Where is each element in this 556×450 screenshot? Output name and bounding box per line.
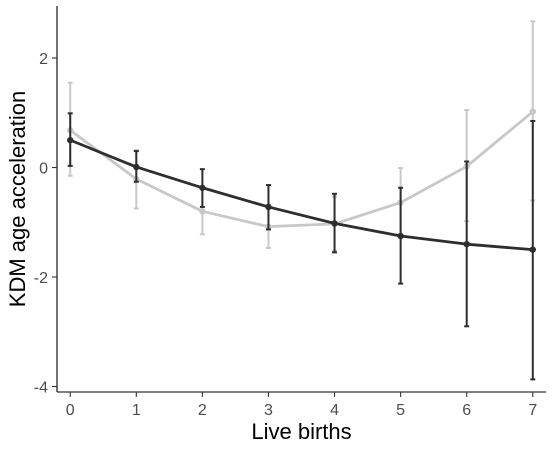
x-tick-label: 7 (528, 402, 537, 419)
x-tick-label: 6 (462, 402, 471, 419)
data-point (397, 232, 404, 240)
series-line (68, 110, 535, 229)
data-point (67, 136, 74, 144)
data-point (529, 246, 536, 253)
x-tick-label: 1 (132, 402, 141, 419)
axes-layer (56, 6, 546, 393)
x-tick-label: 2 (198, 402, 207, 419)
x-tick-label: 4 (330, 402, 339, 419)
series-line (68, 138, 535, 252)
data-point (199, 208, 206, 215)
y-axis-title: KDM age acceleration (5, 91, 30, 307)
y-tick-label: 2 (39, 51, 48, 68)
ticks-layer: 0 1 2 3 4 5 6 7 -4 -2 0 2 (34, 51, 538, 419)
series-layer (67, 20, 536, 381)
data-point (463, 240, 470, 248)
series-1 (67, 112, 536, 381)
data-point (199, 184, 206, 191)
x-tick-label: 3 (264, 402, 273, 419)
data-point (529, 108, 536, 115)
x-tick-label: 0 (66, 402, 75, 419)
y-tick-label: -4 (34, 380, 48, 397)
data-point (265, 203, 272, 211)
data-point (133, 163, 140, 171)
y-tick-label: 0 (39, 161, 48, 178)
x-axis-title: Live births (251, 419, 351, 444)
data-point (331, 220, 338, 227)
x-tick-label: 5 (396, 402, 405, 419)
y-tick-label: -2 (34, 270, 48, 287)
